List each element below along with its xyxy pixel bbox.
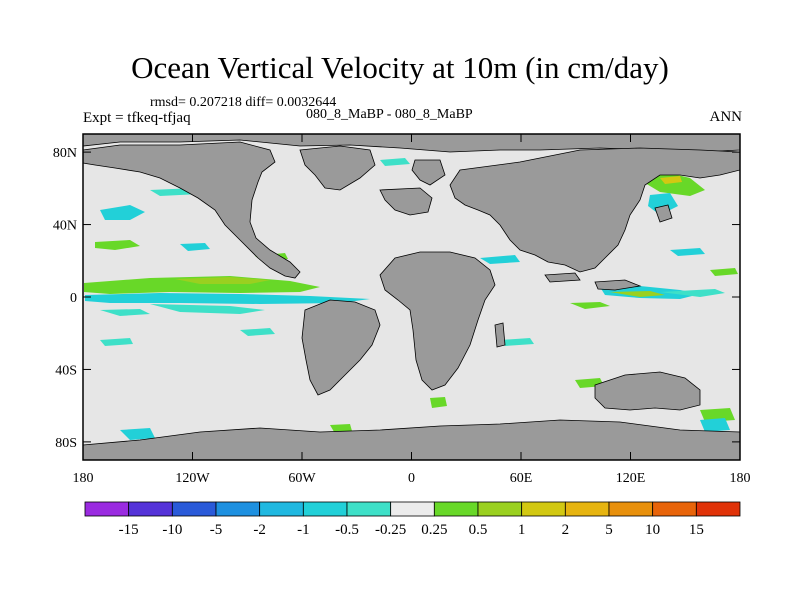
colorbar-label: 10 [645, 522, 660, 538]
land-africa [379, 251, 496, 391]
velocity-patches [84, 158, 738, 442]
y-tick-label: 80S [55, 436, 77, 451]
land-europe-2 [379, 187, 433, 216]
x-tick-label: 0 [408, 471, 415, 486]
x-tick-label: 60E [510, 471, 533, 486]
colorbar-label: -1 [297, 522, 310, 538]
x-tick-label: 180 [730, 471, 751, 486]
land-indonesia [594, 279, 642, 291]
colorbar-swatch [128, 501, 173, 517]
colorbar-label: 0.25 [421, 522, 447, 538]
patch [150, 304, 265, 314]
colorbar-swatch [652, 501, 697, 517]
stats-line: rmsd= 0.207218 diff= 0.0032644 [150, 95, 337, 110]
patch [710, 268, 738, 276]
patch [85, 293, 370, 304]
land-south-america [301, 299, 381, 396]
y-tick-label: 0 [70, 291, 77, 306]
colorbar: -15 -10 -5 -2 -1 -0.5 -0.25 0.25 0.5 1 2 5 10 15 [84, 501, 741, 538]
colorbar-swatch [477, 501, 523, 517]
case-label: 080_8_MaBP - 080_8_MaBP [306, 107, 473, 122]
patch [670, 248, 705, 256]
patch [380, 158, 410, 166]
colorbar-swatch [346, 501, 392, 517]
patch [640, 172, 705, 196]
colorbar-swatch [259, 501, 304, 517]
y-tick-label: 80N [53, 146, 77, 161]
patch [100, 309, 150, 316]
patch [700, 418, 730, 432]
colorbar-label: 2 [562, 522, 570, 538]
season-label: ANN [709, 109, 743, 125]
y-tick-label: 40S [55, 363, 77, 378]
patch [95, 240, 140, 250]
chart-title: Ocean Vertical Velocity at 10m (in cm/da… [131, 50, 669, 85]
land-madagascar [494, 322, 506, 348]
patch [660, 176, 682, 184]
patch [500, 338, 534, 346]
patch [180, 243, 210, 251]
colorbar-swatch [84, 501, 130, 517]
colorbar-swatch [608, 501, 654, 517]
colorbar-swatch [521, 501, 566, 517]
land-north-america [82, 141, 301, 279]
y-axis: 80N 40N 0 40S 80S [53, 146, 740, 451]
land-masses [82, 133, 741, 461]
patch [570, 302, 610, 309]
colorbar-swatch [215, 501, 261, 517]
land-japan [654, 204, 673, 223]
colorbar-swatch [171, 501, 217, 517]
colorbar-swatch [390, 501, 435, 517]
patch [430, 397, 447, 408]
colorbar-label: 15 [689, 522, 704, 538]
x-tick-label: 120W [175, 471, 210, 486]
colorbar-swatch [302, 501, 348, 517]
patch [480, 255, 520, 264]
y-tick-label: 40N [53, 219, 77, 234]
colorbar-swatch [695, 501, 741, 517]
colorbar-swatch [433, 501, 479, 517]
colorbar-label: -15 [119, 522, 139, 538]
patch [660, 289, 725, 297]
patch [240, 328, 275, 336]
colorbar-label: -2 [253, 522, 266, 538]
x-tick-label: 180 [73, 471, 94, 486]
land-greenland [299, 145, 376, 191]
patch [175, 277, 270, 284]
patch [100, 205, 145, 220]
plot-area [82, 133, 741, 461]
patch [610, 291, 665, 297]
land-indonesia-2 [544, 272, 581, 283]
colorbar-label: -10 [162, 522, 182, 538]
x-tick-label: 60W [288, 471, 316, 486]
colorbar-swatch [564, 501, 610, 517]
patch [120, 428, 155, 440]
colorbar-label: 1 [518, 522, 526, 538]
colorbar-label: -0.25 [375, 522, 406, 538]
patch [100, 338, 133, 346]
colorbar-label: 0.5 [469, 522, 488, 538]
x-axis: 180 120W 60W 0 60E 120E 180 [73, 134, 751, 486]
experiment-label: Expt = tfkeq-tfjaq [83, 110, 191, 126]
patch [700, 408, 735, 422]
land-europe [411, 159, 446, 186]
land-australia [594, 371, 701, 411]
colorbar-label: 5 [605, 522, 613, 538]
colorbar-label: -0.5 [335, 522, 359, 538]
x-tick-label: 120E [616, 471, 646, 486]
colorbar-label: -5 [210, 522, 223, 538]
